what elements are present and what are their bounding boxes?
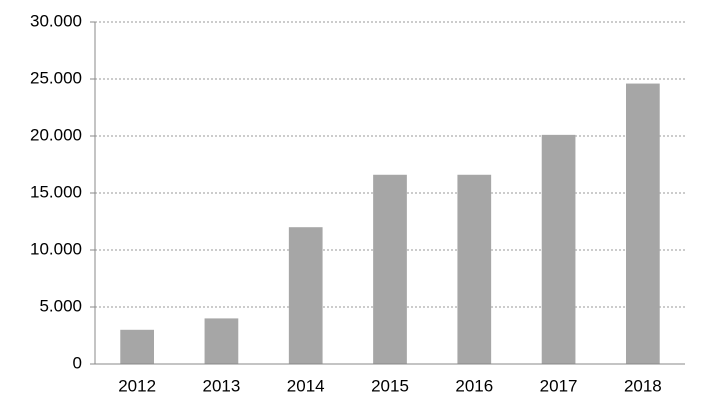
bar xyxy=(626,83,660,364)
bar xyxy=(457,174,492,364)
bar xyxy=(288,227,323,364)
x-tick-label: 2013 xyxy=(203,376,241,395)
x-tick-label: 2015 xyxy=(371,376,409,395)
bar xyxy=(120,329,154,364)
x-tick-label: 2017 xyxy=(540,376,578,395)
bar xyxy=(541,134,576,364)
y-tick-label: 5.000 xyxy=(39,296,82,315)
y-tick-label: 15.000 xyxy=(30,182,82,201)
x-tick-label: 2012 xyxy=(118,376,156,395)
x-tick-label: 2014 xyxy=(287,376,325,395)
bar xyxy=(204,318,239,364)
y-tick-label: 30.000 xyxy=(30,11,82,30)
y-tick-label: 25.000 xyxy=(30,68,82,87)
x-tick-label: 2018 xyxy=(624,376,662,395)
y-tick-label: 20.000 xyxy=(30,125,82,144)
bar xyxy=(373,174,407,364)
y-tick-label: 10.000 xyxy=(30,239,82,258)
x-tick-label: 2016 xyxy=(455,376,493,395)
y-tick-label: 0 xyxy=(73,353,82,372)
